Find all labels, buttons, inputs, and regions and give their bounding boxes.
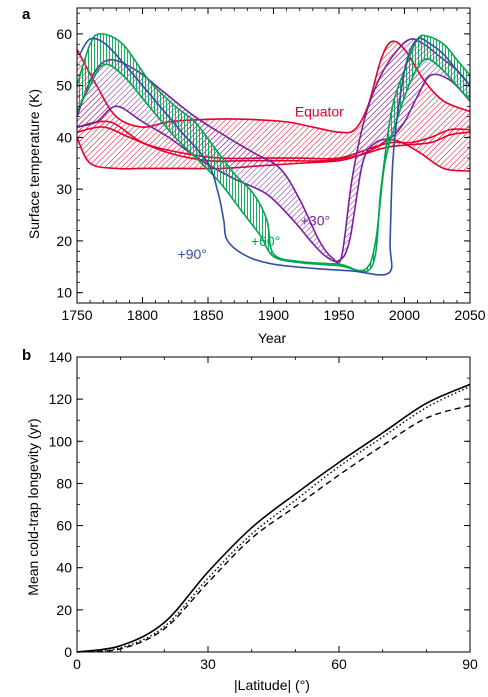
band-upper-line-lat60	[77, 33, 470, 273]
a-x-tick-label: 1950	[323, 307, 354, 323]
b-frame	[76, 356, 471, 653]
a-x-tick-label: 2000	[389, 307, 420, 323]
b-y-tick-label: 120	[49, 391, 73, 407]
band-lower-line-lat60	[77, 58, 470, 272]
b-y-tick-label: 0	[64, 644, 72, 660]
panel-b-x-axis-label: |Latitude| (°)	[234, 677, 310, 693]
annotation-equator: Equator	[295, 104, 344, 120]
a-y-tick-label: 20	[56, 233, 72, 249]
annotation-lat90: +90°	[178, 246, 207, 262]
b-y-tick-label: 20	[56, 602, 72, 618]
panel-a-y-axis-label: Surface temperature (K)	[26, 89, 42, 239]
panel-a-plot-area	[77, 33, 470, 276]
a-x-tick-label: 2050	[454, 307, 485, 323]
a-y-tick-label: 40	[56, 129, 72, 145]
line-lat90	[78, 37, 470, 276]
b-y-tick-label: 140	[49, 349, 73, 365]
b-y-tick-label: 80	[56, 475, 72, 491]
a-x-tick-label: 1850	[192, 307, 223, 323]
a-y-tick-label: 60	[56, 26, 72, 42]
band-lower-line-equator	[77, 126, 470, 163]
panel-b-plot-area	[76, 383, 471, 653]
annotation-lat30: +30°	[301, 212, 330, 228]
a-x-tick-label: 1900	[258, 307, 289, 323]
a-y-tick-label: 10	[56, 285, 72, 301]
b-y-tick-label: 100	[49, 433, 73, 449]
a-x-tick-label: 1750	[61, 307, 92, 323]
band-lower-line-equator	[77, 137, 470, 172]
b-x-tick-label: 0	[73, 656, 81, 672]
panel-a: a 1750 1800 1850 1900 1950 2000 2050 10 20 30 40 50…	[22, 6, 486, 346]
b-x-tick-label: 90	[462, 656, 478, 672]
band-lower-line-lat30	[77, 73, 470, 263]
panel-label-a: a	[22, 6, 31, 23]
longevity-line-dotted	[76, 385, 471, 653]
a-y-tick-label: 30	[56, 181, 72, 197]
b-x-tick-label: 60	[331, 656, 347, 672]
b-x-tick-label: 30	[200, 656, 216, 672]
panel-label-b: b	[22, 347, 31, 364]
band-fill-lat60	[77, 33, 470, 272]
a-y-tick-label: 50	[56, 78, 72, 94]
b-y-tick-label: 40	[56, 560, 72, 576]
longevity-line-solid	[76, 383, 471, 653]
panel-b: b 0 30 60 90 0 20 40 60 80 100 120 140 |Latitude| (…	[22, 347, 478, 693]
panel-a-x-axis-label: Year	[258, 330, 287, 346]
longevity-line-dashed	[76, 404, 471, 653]
panel-b-axes: 0 30 60 90 0 20 40 60 80 100 120 140	[49, 349, 478, 672]
annotation-lat60: +60°	[251, 233, 280, 249]
a-x-tick-label: 1800	[127, 307, 158, 323]
panel-a-axes: 1750 1800 1850 1900 1950 2000 2050 10 20 30 40 50 60	[56, 7, 486, 323]
b-y-tick-label: 60	[56, 518, 72, 534]
panel-b-y-axis-label: Mean cold-trap longevity (yr)	[25, 418, 41, 595]
